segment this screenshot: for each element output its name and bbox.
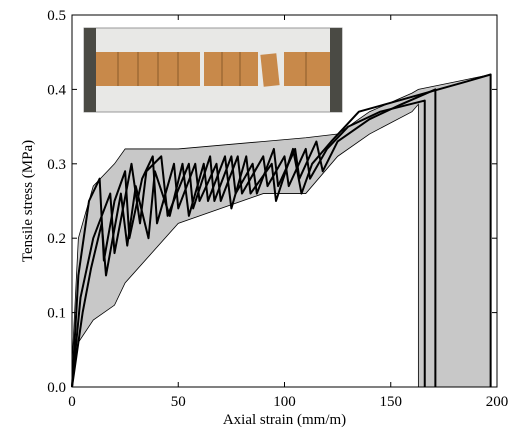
y-axis-label: Tensile stress (MPa) xyxy=(20,140,36,262)
x-tick-label: 50 xyxy=(171,394,186,410)
x-tick-label: 0 xyxy=(68,394,76,410)
y-tick-label: 0.4 xyxy=(47,82,66,98)
y-tick-label: 0.5 xyxy=(47,8,66,24)
x-tick-label: 200 xyxy=(486,394,509,410)
envelope-area xyxy=(71,74,492,388)
x-tick-label: 100 xyxy=(273,394,296,410)
inset-photo xyxy=(83,27,343,113)
x-tick-label: 150 xyxy=(380,394,403,410)
curve xyxy=(71,99,426,388)
plot-area xyxy=(71,73,492,388)
y-tick-label: 0.2 xyxy=(47,231,66,247)
x-axis-label: Axial strain (mm/m) xyxy=(223,412,346,428)
y-tick-label: 0.0 xyxy=(47,380,66,396)
curve xyxy=(71,73,492,388)
curve xyxy=(71,88,437,388)
y-tick-label: 0.3 xyxy=(47,157,66,173)
y-tick-label: 0.1 xyxy=(47,306,66,322)
